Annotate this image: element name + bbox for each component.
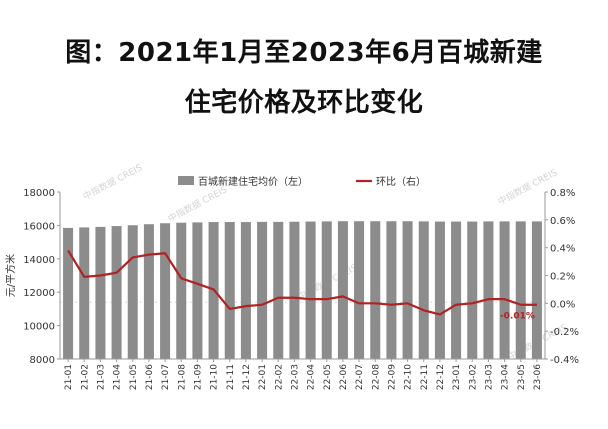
price-bar xyxy=(370,221,381,359)
x-tick-label: 22-05 xyxy=(323,364,333,390)
chart-title-line2: 住宅价格及环比变化 xyxy=(184,88,424,118)
x-tick-label: 22-03 xyxy=(290,364,300,390)
price-bar xyxy=(143,224,154,359)
x-tick-label: 21-01 xyxy=(64,364,74,390)
price-bar xyxy=(434,221,445,359)
price-bar xyxy=(240,222,251,359)
x-tick-label: 21-08 xyxy=(177,364,187,390)
left-tick-label: 12000 xyxy=(23,288,55,299)
price-bar xyxy=(531,221,542,359)
line-series: -0.01% xyxy=(67,249,537,322)
axes: 18000 16000 14000 12000 10000 8000 0.8% 0.6% 0.4… xyxy=(4,188,579,390)
price-bar xyxy=(305,221,316,359)
x-tick-label: 21-09 xyxy=(193,364,203,390)
right-tick-label: 0.8% xyxy=(550,188,575,199)
right-tick-label: 0.4% xyxy=(550,244,575,255)
price-bar xyxy=(386,221,397,359)
x-tick-label: 21-11 xyxy=(226,364,236,390)
x-tick-label: 23-04 xyxy=(501,364,511,390)
legend-swatch-bars xyxy=(178,176,194,185)
x-tick-label: 23-06 xyxy=(533,364,543,390)
price-bar xyxy=(95,226,106,359)
legend: 百城新建住宅均价（左） 环比（右） xyxy=(178,175,426,188)
x-tick-label: 23-01 xyxy=(452,364,462,390)
watermark-text: 中指数据 CREIS xyxy=(81,161,145,202)
x-tick-label: 23-03 xyxy=(484,364,494,390)
legend-label-bars: 百城新建住宅均价（左） xyxy=(198,175,308,188)
x-tick-label: 22-10 xyxy=(404,364,414,390)
price-bar xyxy=(402,221,413,359)
x-tick-label: 22-01 xyxy=(258,364,268,390)
price-bar xyxy=(515,221,526,359)
price-bar xyxy=(160,223,171,359)
mom-change-line xyxy=(67,249,537,316)
x-tick-label: 22-07 xyxy=(355,364,365,390)
price-bar xyxy=(321,221,332,359)
x-tick-label: 23-05 xyxy=(517,364,527,390)
right-tick-label: 0.2% xyxy=(550,272,575,283)
x-tick-label: 21-04 xyxy=(113,364,123,390)
price-bar xyxy=(289,221,300,359)
price-bar xyxy=(192,222,203,359)
price-bar xyxy=(63,227,74,359)
x-tick-label: 22-12 xyxy=(436,364,446,390)
price-bar xyxy=(467,221,478,359)
price-bar xyxy=(79,227,90,359)
legend-label-line: 环比（右） xyxy=(376,175,426,188)
left-tick-label: 8000 xyxy=(30,355,55,366)
x-tick-label: 22-06 xyxy=(339,364,349,390)
watermark-text: 中指数据 CREIS xyxy=(166,183,230,224)
price-bar xyxy=(127,225,138,359)
left-tick-label: 14000 xyxy=(23,255,55,266)
chart-title-line1: 图：2021年1月至2023年6月百城新建 xyxy=(65,38,543,68)
x-tick-label: 21-12 xyxy=(242,364,252,390)
right-tick-label: -0.4% xyxy=(550,355,579,366)
x-tick-label: 21-07 xyxy=(161,364,171,390)
price-bar xyxy=(111,226,122,359)
last-value-label: -0.01% xyxy=(500,312,535,322)
left-tick-label: 18000 xyxy=(23,188,55,199)
right-tick-label: 0.6% xyxy=(550,216,575,227)
x-tick-label: 23-02 xyxy=(468,364,478,390)
x-tick-label: 21-06 xyxy=(145,364,155,390)
x-tick-label: 21-05 xyxy=(129,364,139,390)
x-tick-label: 21-03 xyxy=(96,364,106,390)
left-tick-label: 10000 xyxy=(23,322,55,333)
price-bar xyxy=(451,221,462,359)
right-tick-label: 0.0% xyxy=(550,299,575,310)
price-bar xyxy=(337,221,348,359)
x-tick-label: 22-09 xyxy=(387,364,397,390)
x-tick-label: 22-04 xyxy=(307,364,317,390)
price-bar xyxy=(224,222,235,359)
price-bar xyxy=(499,221,510,359)
watermark-text: 中指数据 CREIS xyxy=(496,166,560,207)
price-bar xyxy=(354,221,365,359)
price-bar xyxy=(418,221,429,359)
x-tick-label: 22-02 xyxy=(274,364,284,390)
x-tick-label: 21-02 xyxy=(80,364,90,390)
left-tick-label: 16000 xyxy=(23,221,55,232)
x-tick-label: 21-10 xyxy=(210,364,220,390)
y-axis-title: 元/平方米 xyxy=(4,254,17,297)
right-tick-label: -0.2% xyxy=(550,327,579,338)
x-tick-label: 22-08 xyxy=(371,364,381,390)
price-bar xyxy=(273,221,284,359)
price-bar xyxy=(483,221,494,359)
price-bar xyxy=(176,222,187,359)
x-tick-label: 22-11 xyxy=(420,364,430,390)
price-bar xyxy=(257,221,268,359)
